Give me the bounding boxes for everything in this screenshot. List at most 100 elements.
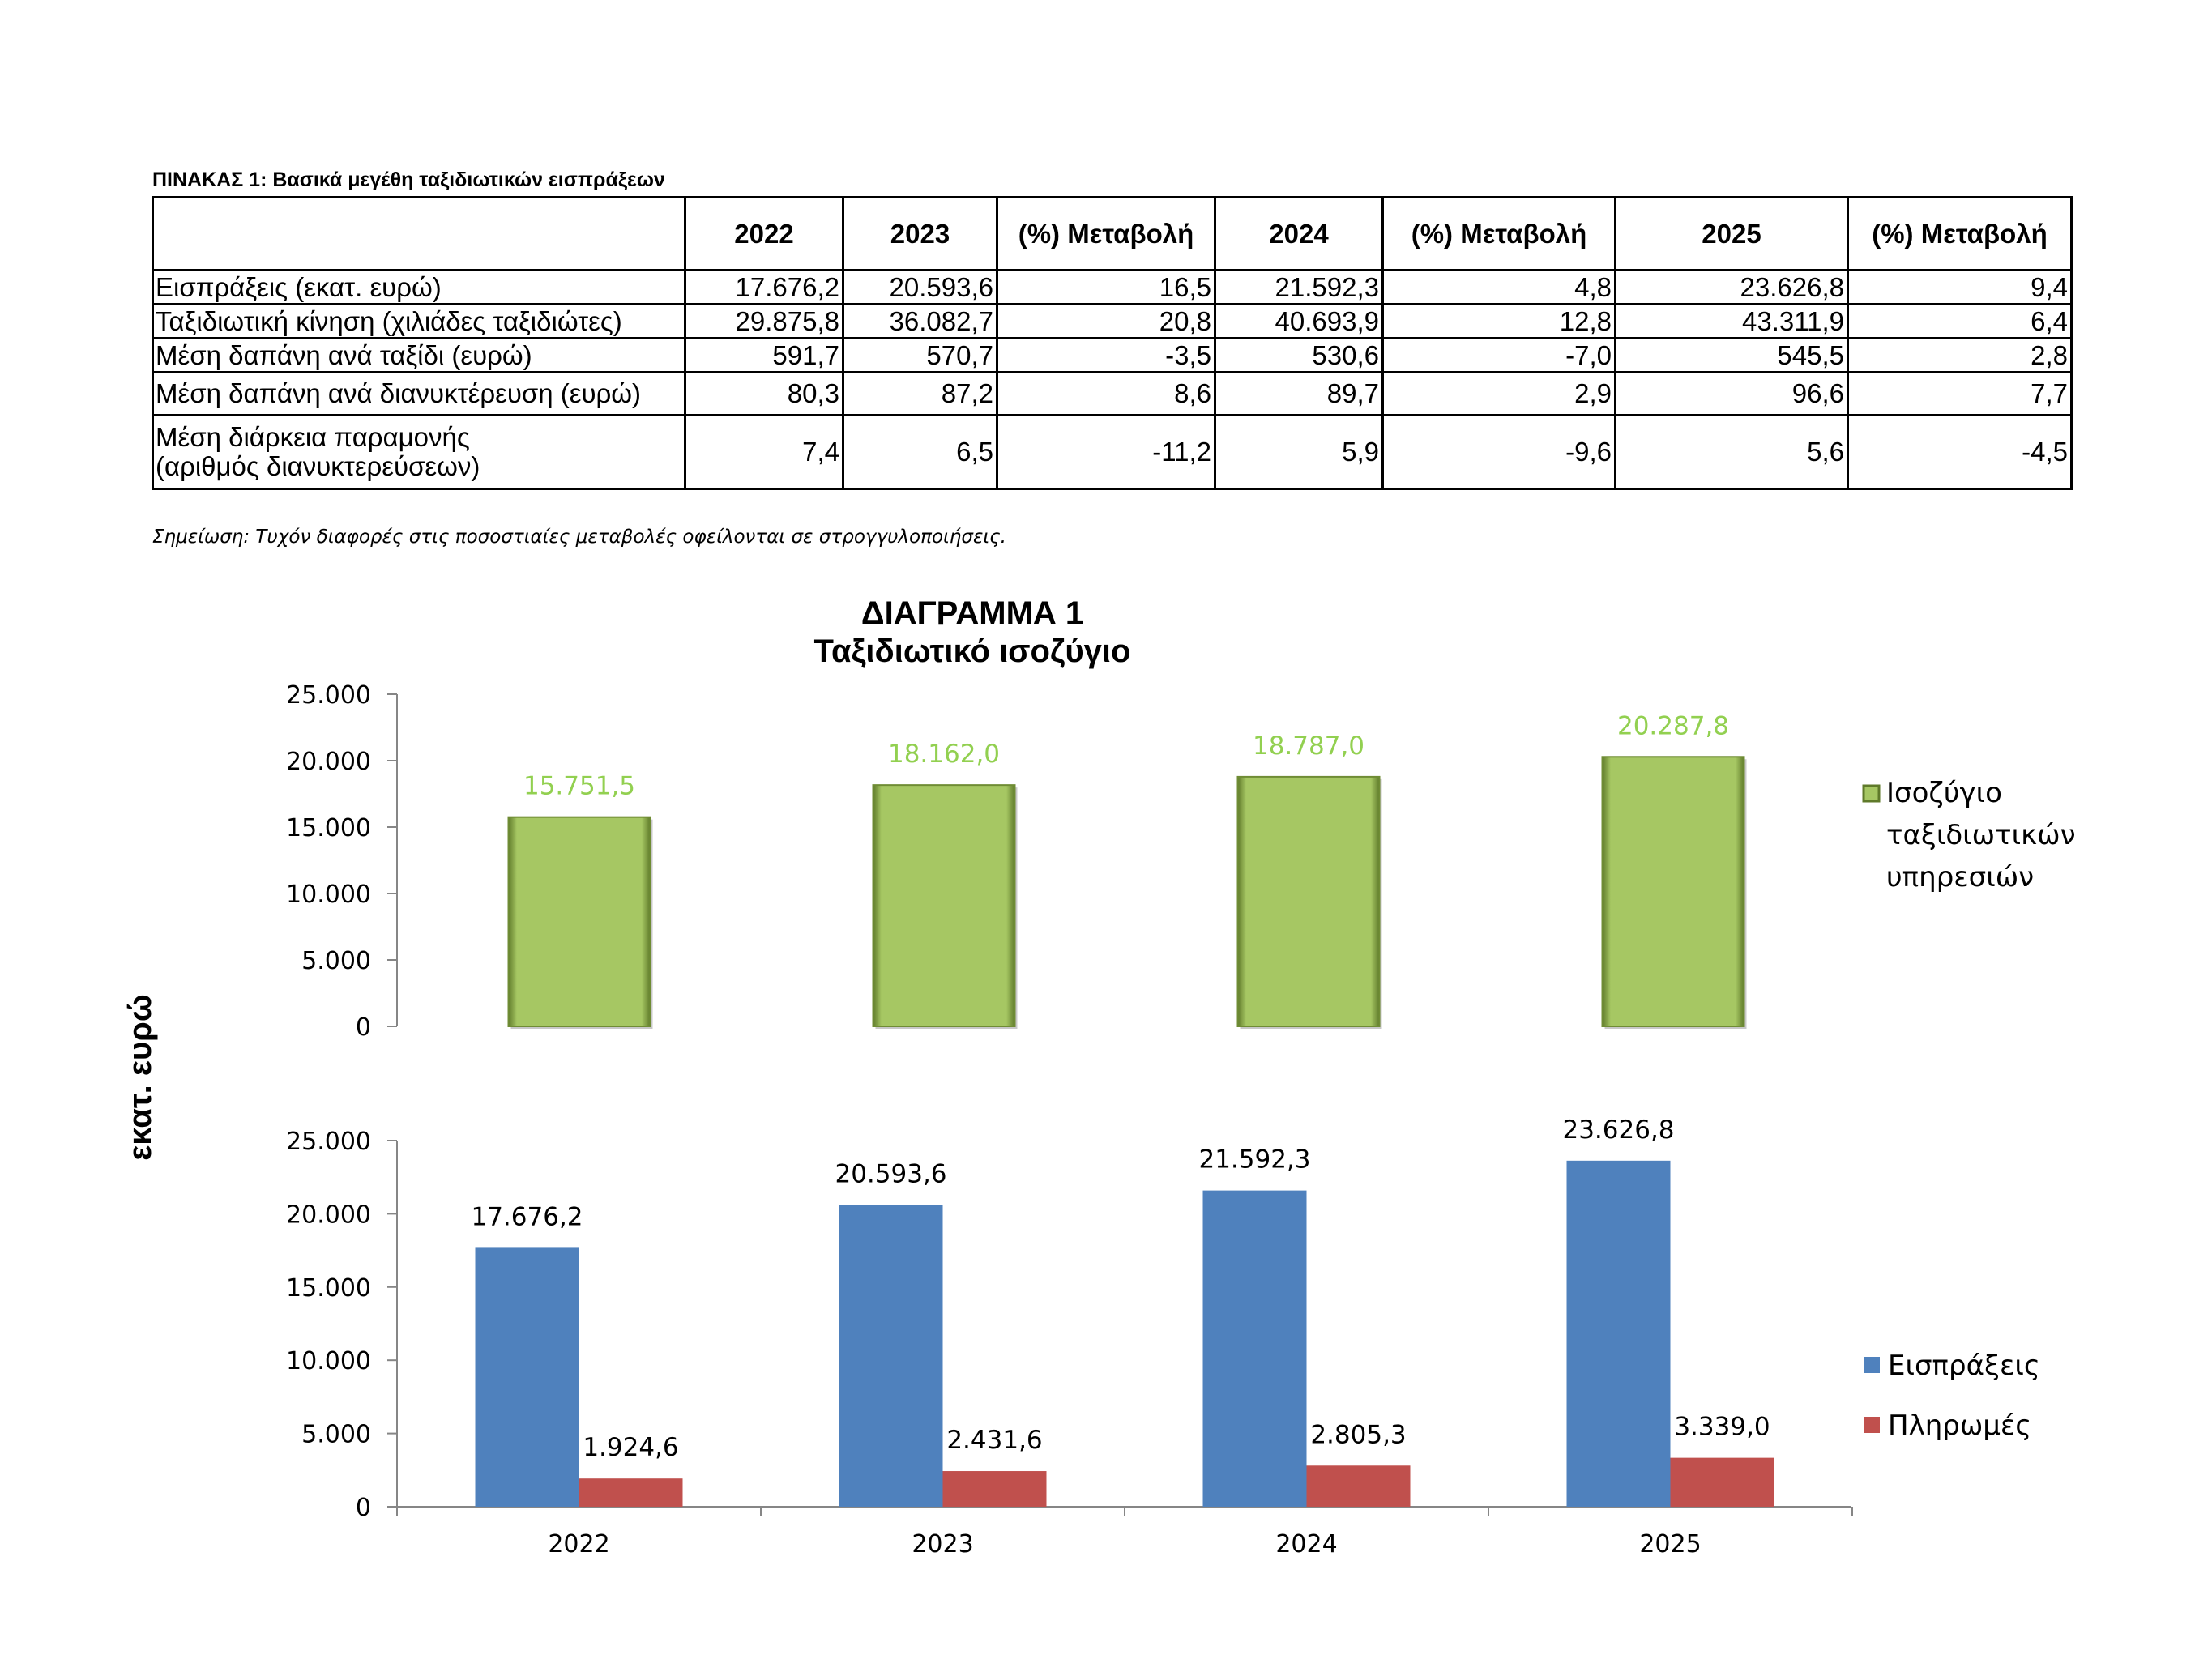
table-cell: 4,8: [1381, 269, 1616, 305]
data-label: 15.751,5: [523, 772, 635, 801]
table-cell: 36.082,7: [842, 303, 998, 339]
y-tick-label: 10.000: [286, 1347, 371, 1375]
table-row: Μέση διάρκεια παραμονής (αριθμός διανυκτ…: [152, 414, 2073, 490]
legend-label: Ισοζύγιο: [1886, 777, 2002, 809]
table-cell: 6,5: [842, 414, 998, 490]
table-cell: 570,7: [842, 337, 998, 373]
y-tick-label: 0: [356, 1494, 371, 1522]
row-label: Μέση δαπάνη ανά διανυκτέρευση (ευρώ): [152, 371, 686, 416]
data-label: 23.626,8: [1562, 1115, 1674, 1145]
table-cell: 8,6: [996, 371, 1216, 416]
bar: [1566, 1160, 1671, 1507]
data-label: 20.593,6: [835, 1160, 946, 1189]
legend-swatch: [1864, 1417, 1880, 1433]
table-cell: 20.593,6: [842, 269, 998, 305]
table-cell: 40.693,9: [1214, 303, 1384, 339]
bar: [507, 816, 651, 1027]
row-label: Μέση δαπάνη ανά ταξίδι (ευρώ): [152, 337, 686, 373]
y-axis-label: εκατ. ευρώ: [122, 994, 158, 1160]
row-label-line: (αριθμός διανυκτερεύσεων): [156, 451, 480, 481]
y-tick-label: 20.000: [286, 1201, 371, 1229]
row-label: Ταξιδιωτική κίνηση (χιλιάδες ταξιδιώτες): [152, 303, 686, 339]
y-tick-label: 5.000: [301, 947, 371, 975]
bar: [1601, 756, 1745, 1027]
table-cell: 23.626,8: [1614, 269, 1849, 305]
table-cell: 89,7: [1214, 371, 1384, 416]
bar: [579, 1478, 683, 1507]
header-cell: 2024: [1214, 196, 1384, 271]
bar: [872, 784, 1016, 1027]
table-cell: 2,8: [1847, 337, 2073, 373]
legend-swatch: [1864, 1357, 1880, 1373]
y-tick-label: 25.000: [286, 1128, 371, 1156]
table-cell: 20,8: [996, 303, 1216, 339]
table-cell: 591,7: [684, 337, 844, 373]
table-row: Μέση δαπάνη ανά διανυκτέρευση (ευρώ) 80,…: [152, 371, 2073, 416]
table-cell: -4,5: [1847, 414, 2073, 490]
table-cell: -9,6: [1381, 414, 1616, 490]
bar: [839, 1205, 943, 1507]
legend-label: υπηρεσιών: [1886, 861, 2034, 893]
table-cell: 7,4: [684, 414, 844, 490]
table-cell: 5,6: [1614, 414, 1849, 490]
data-label: 17.676,2: [471, 1202, 583, 1231]
y-tick-label: 20.000: [286, 748, 371, 776]
table-cell: 9,4: [1847, 269, 2073, 305]
x-tick-label: 2022: [548, 1530, 609, 1559]
y-tick-label: 15.000: [286, 1274, 371, 1303]
x-tick-label: 2023: [912, 1530, 973, 1559]
receipts-payments-chart: 0 5.000 10.000 15.000 20.000 25.000 2022 2023 20…: [286, 1115, 2040, 1559]
bar: [942, 1471, 1047, 1507]
data-label: 2.431,6: [946, 1426, 1042, 1455]
y-tick-label: 25.000: [286, 681, 371, 710]
table-cell: 29.875,8: [684, 303, 844, 339]
table-header-row: 2022 2023 (%) Μεταβολή 2024 (%) Μεταβολή…: [152, 196, 2073, 271]
header-cell: (%) Μεταβολή: [1381, 196, 1616, 271]
table-cell: 2,9: [1381, 371, 1616, 416]
balance-chart: 0 5.000 10.000 15.000 20.000 25.000 15.751,5 18…: [286, 681, 2076, 1042]
table-row: Ταξιδιωτική κίνηση (χιλιάδες ταξιδιώτες)…: [152, 303, 2073, 339]
table-cell: 545,5: [1614, 337, 1849, 373]
data-label: 18.162,0: [888, 740, 1000, 769]
table-cell: 12,8: [1381, 303, 1616, 339]
header-cell: 2023: [842, 196, 998, 271]
table-cell: 530,6: [1214, 337, 1384, 373]
x-tick-label: 2025: [1639, 1530, 1701, 1559]
table-cell: 21.592,3: [1214, 269, 1384, 305]
data-label: 1.924,6: [583, 1433, 678, 1462]
header-cell: [152, 196, 686, 271]
bar: [1670, 1457, 1774, 1507]
table-caption: ΠΙΝΑΚΑΣ 1: Βασικά μεγέθη ταξιδιωτικών ει…: [152, 168, 665, 191]
x-tick-label: 2024: [1275, 1530, 1337, 1559]
y-tick-label: 10.000: [286, 881, 371, 909]
table-cell: 96,6: [1614, 371, 1849, 416]
table-cell: 80,3: [684, 371, 844, 416]
stats-table: 2022 2023 (%) Μεταβολή 2024 (%) Μεταβολή…: [152, 196, 2073, 490]
data-label: 20.287,8: [1617, 711, 1729, 740]
diagram-subtitle: Ταξιδιωτικό ισοζύγιο: [814, 633, 1131, 669]
y-tick-label: 0: [356, 1013, 371, 1042]
header-cell: (%) Μεταβολή: [996, 196, 1216, 271]
table-cell: -11,2: [996, 414, 1216, 490]
diagram-title: ΔΙΑΓΡΑΜΜΑ 1: [861, 595, 1083, 631]
table-cell: -7,0: [1381, 337, 1616, 373]
legend-swatch: [1862, 784, 1881, 803]
legend-label: Εισπράξεις: [1888, 1350, 2040, 1382]
table-cell: 6,4: [1847, 303, 2073, 339]
row-label: Εισπράξεις (εκατ. ευρώ): [152, 269, 686, 305]
legend-label: ταξιδιωτικών: [1886, 819, 2076, 851]
bar: [1236, 775, 1381, 1027]
row-label: Μέση διάρκεια παραμονής (αριθμός διανυκτ…: [152, 414, 686, 490]
y-tick-label: 5.000: [301, 1421, 371, 1449]
data-label: 2.805,3: [1310, 1420, 1406, 1449]
header-cell: 2025: [1614, 196, 1849, 271]
header-cell: 2022: [684, 196, 844, 271]
row-label-line: Μέση διάρκεια παραμονής: [156, 422, 470, 452]
table-note: Σημείωση: Τυχόν διαφορές στις ποσοστιαίε…: [152, 527, 1006, 548]
table-row: Μέση δαπάνη ανά ταξίδι (ευρώ) 591,7 570,…: [152, 337, 2073, 373]
data-label: 18.787,0: [1253, 731, 1364, 761]
table-cell: 87,2: [842, 371, 998, 416]
bar: [1202, 1190, 1307, 1507]
legend-label: Πληρωμές: [1888, 1410, 2031, 1442]
